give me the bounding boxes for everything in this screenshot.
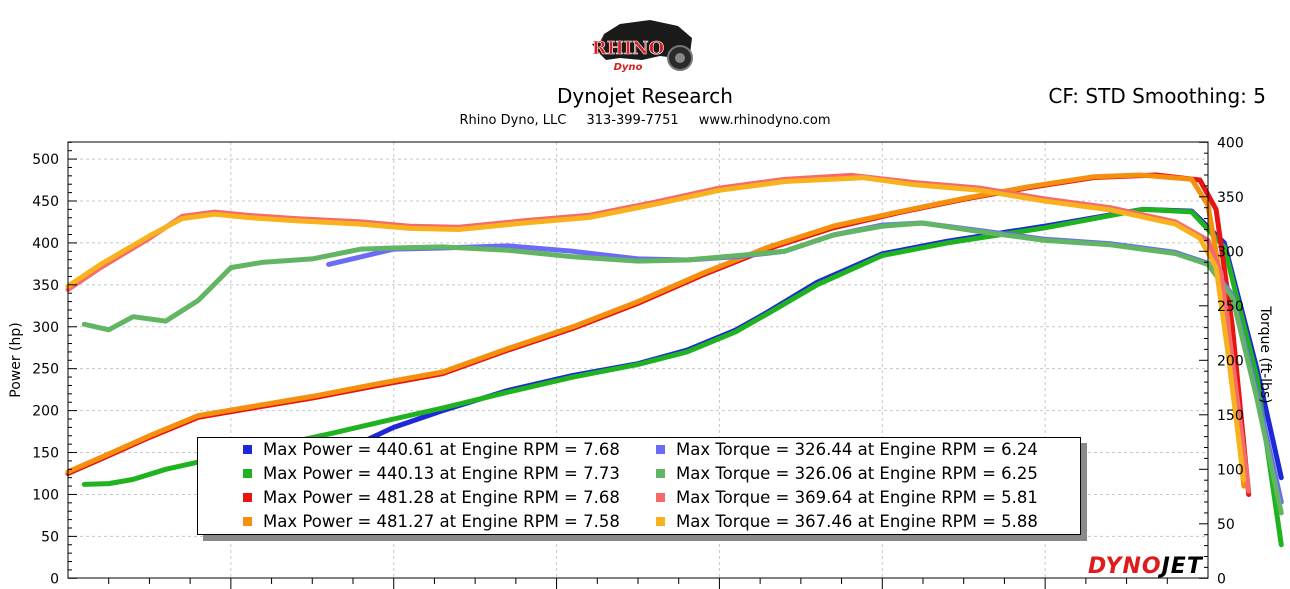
series-line-8	[65, 175, 1247, 483]
legend-item: Max Power = 440.13 at Engine RPM = 7.73	[243, 463, 620, 485]
legend-label: Max Torque = 326.06 at Engine RPM = 6.25	[676, 464, 1038, 483]
legend-label: Max Power = 481.28 at Engine RPM = 7.68	[263, 488, 620, 507]
y-left-label: Power (hp)	[8, 322, 24, 397]
left-tick-label: 450	[32, 194, 59, 210]
legend-swatch	[656, 445, 665, 454]
legend-item: Max Torque = 367.46 at Engine RPM = 5.88	[656, 511, 1038, 533]
dynojet-logo: DYNOJET	[1088, 554, 1203, 579]
left-tick-label: 100	[32, 487, 59, 503]
chart-title: Dynojet Research	[557, 84, 733, 108]
legend-swatch	[243, 493, 252, 502]
legend-swatch	[243, 469, 252, 478]
right-tick-label: 400	[1217, 135, 1244, 151]
phone-number: 313-399-7751	[586, 113, 679, 128]
right-tick-label: 0	[1217, 571, 1226, 587]
left-axis: 0 50 100 150 200 250 300 350 400 450 500	[32, 141, 77, 587]
left-tick-label: 150	[32, 446, 59, 462]
left-tick-label: 200	[32, 404, 59, 420]
legend-swatch	[656, 493, 665, 502]
right-tick-label: 150	[1217, 408, 1244, 424]
chart-subtitle: Rhino Dyno, LLC 313-399-7751 www.rhinody…	[0, 113, 1290, 128]
legend: Max Power = 440.61 at Engine RPM = 7.68 M…	[197, 437, 1081, 535]
right-tick-label: 200	[1217, 353, 1244, 369]
left-tick-label: 300	[32, 320, 59, 336]
website: www.rhinodyno.com	[698, 113, 831, 128]
svg-text:Dyno: Dyno	[614, 62, 643, 73]
legend-label: Max Torque = 367.46 at Engine RPM = 5.88	[676, 512, 1038, 531]
rhino-dyno-logo: RHINO Dyno	[591, 20, 693, 73]
left-tick-label: 350	[32, 278, 59, 294]
legend-swatch	[656, 517, 665, 526]
legend-item: Max Torque = 369.64 at Engine RPM = 5.81	[656, 487, 1038, 509]
legend-label: Max Torque = 369.64 at Engine RPM = 5.81	[676, 488, 1038, 507]
right-tick-label: 100	[1217, 462, 1244, 478]
legend-label: Max Power = 440.13 at Engine RPM = 7.73	[263, 464, 620, 483]
left-tick-label: 400	[32, 236, 59, 252]
legend-swatch	[656, 469, 665, 478]
series-line-6	[81, 220, 1284, 516]
left-tick-label: 0	[50, 571, 59, 587]
bottom-axis	[108, 578, 1168, 589]
right-tick-label: 350	[1217, 190, 1244, 206]
left-tick-label: 500	[32, 152, 59, 168]
legend-item: Max Power = 440.61 at Engine RPM = 7.68	[243, 439, 620, 461]
company-name: Rhino Dyno, LLC	[459, 113, 567, 128]
legend-item: Max Torque = 326.44 at Engine RPM = 6.24	[656, 439, 1038, 461]
series-line-4	[65, 172, 1247, 489]
left-tick-label: 50	[41, 529, 59, 545]
legend-label: Max Power = 481.27 at Engine RPM = 7.58	[263, 512, 620, 531]
right-tick-label: 300	[1217, 244, 1244, 260]
right-tick-label: 50	[1217, 517, 1235, 533]
legend-item: Max Torque = 326.06 at Engine RPM = 6.25	[656, 463, 1038, 485]
left-tick-label: 250	[32, 362, 59, 378]
right-tick-label: 250	[1217, 299, 1244, 315]
legend-swatch	[243, 517, 252, 526]
right-axis: 0 50 100 150 200 250 300 350 400	[1199, 135, 1244, 587]
cf-smoothing-info: CF: STD Smoothing: 5	[1048, 84, 1266, 108]
legend-swatch	[243, 445, 252, 454]
svg-text:RHINO: RHINO	[592, 38, 665, 59]
legend-item: Max Power = 481.27 at Engine RPM = 7.58	[243, 511, 620, 533]
y-right-label: Torque (ft-lbs)	[1257, 305, 1273, 403]
legend-label: Max Power = 440.61 at Engine RPM = 7.68	[263, 440, 620, 459]
legend-item: Max Power = 481.28 at Engine RPM = 7.68	[243, 487, 620, 509]
legend-label: Max Torque = 326.44 at Engine RPM = 6.24	[676, 440, 1038, 459]
